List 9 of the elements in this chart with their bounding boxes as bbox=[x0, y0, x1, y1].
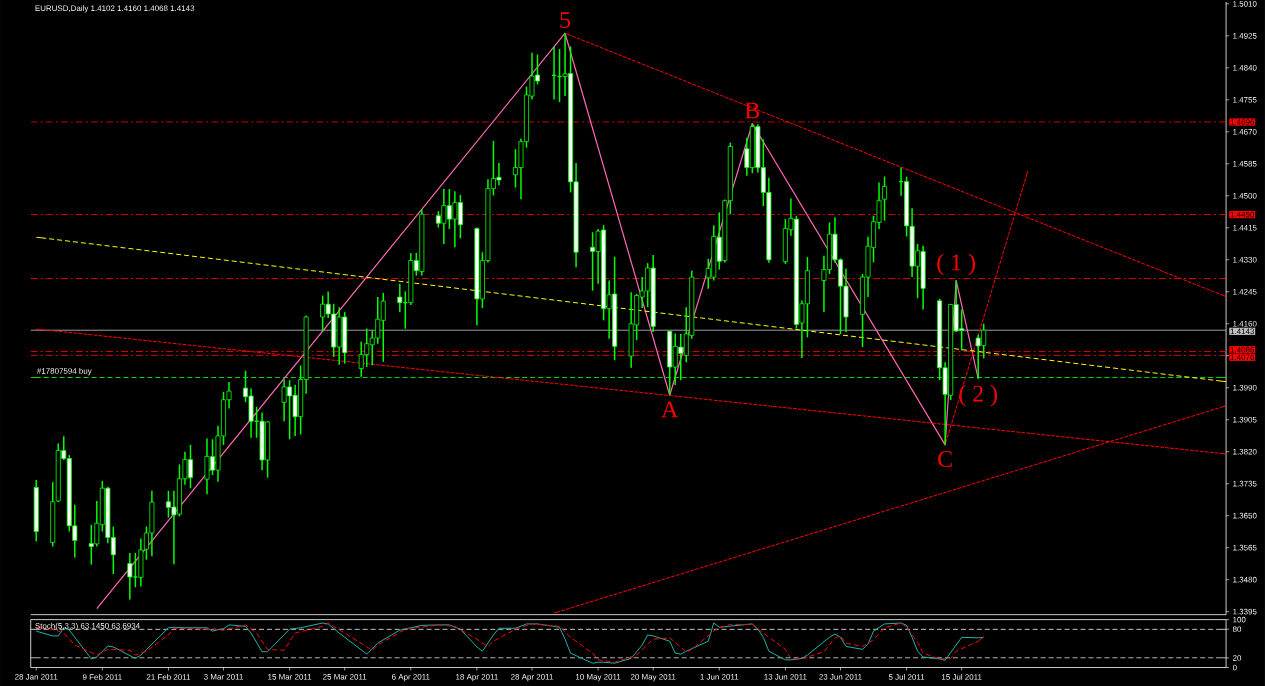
annotation: A bbox=[661, 401, 679, 417]
candlestick bbox=[397, 282, 403, 313]
annotation: C bbox=[938, 450, 952, 467]
candlestick bbox=[127, 551, 133, 601]
candlestick bbox=[882, 175, 888, 222]
annotation: B bbox=[745, 102, 760, 119]
annotation: 5 bbox=[560, 11, 571, 28]
annotation: ( 2 ) bbox=[959, 384, 997, 407]
annotation: ( 1 ) bbox=[937, 253, 975, 276]
